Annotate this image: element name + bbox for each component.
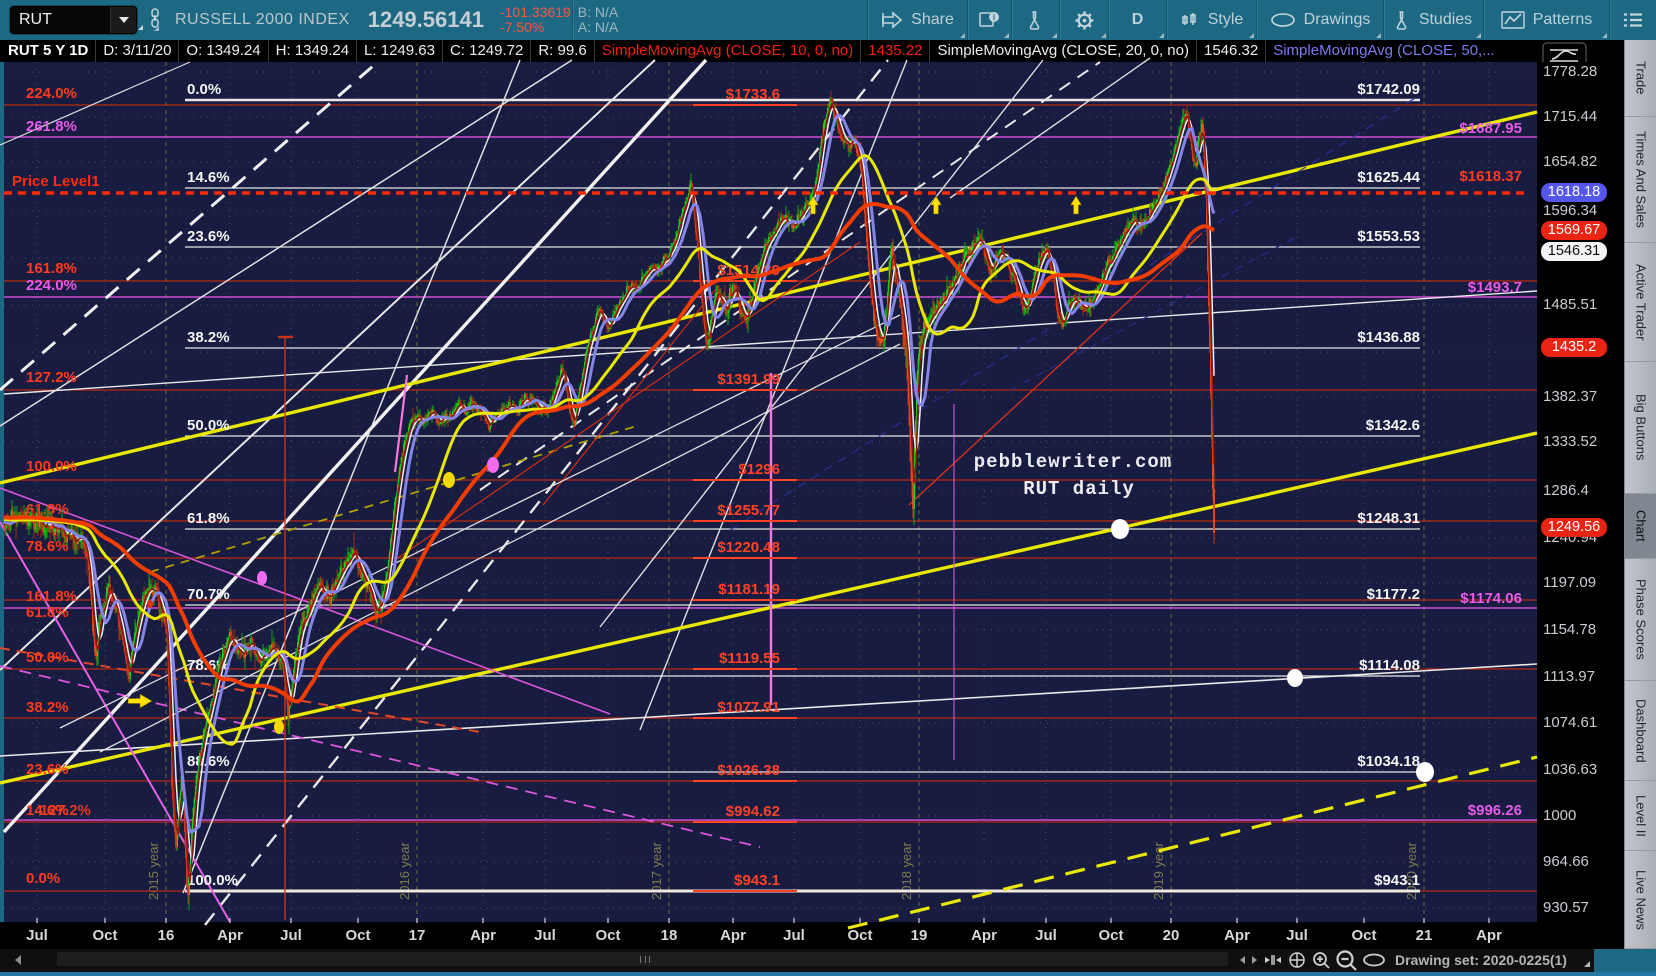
svg-text:100.0%: 100.0% xyxy=(26,458,77,475)
svg-text:2020 year: 2020 year xyxy=(1404,842,1419,900)
svg-text:$1177.2: $1177.2 xyxy=(1367,586,1420,603)
svg-text:50.0%: 50.0% xyxy=(26,649,69,666)
svg-text:2017 year: 2017 year xyxy=(649,842,664,900)
svg-text:$1618.37: $1618.37 xyxy=(1459,168,1522,185)
svg-text:$1742.09: $1742.09 xyxy=(1357,81,1420,98)
svg-text:161.8%: 161.8% xyxy=(26,588,77,605)
svg-text:100.0%: 100.0% xyxy=(187,872,238,889)
svg-text:0.0%: 0.0% xyxy=(187,81,221,98)
svg-text:$943.1: $943.1 xyxy=(1374,872,1420,889)
svg-text:$1220.48: $1220.48 xyxy=(717,539,780,556)
svg-text:Price Level1: Price Level1 xyxy=(12,173,100,190)
svg-text:38.2%: 38.2% xyxy=(187,329,230,346)
svg-text:61.8%: 61.8% xyxy=(187,510,230,527)
svg-text:$1733.6: $1733.6 xyxy=(726,86,780,103)
svg-text:2015 year: 2015 year xyxy=(146,842,161,900)
svg-text:$1034.18: $1034.18 xyxy=(1357,753,1420,770)
svg-text:$1342.6: $1342.6 xyxy=(1366,417,1420,434)
svg-text:$996.26: $996.26 xyxy=(1468,802,1522,819)
svg-text:$943.1: $943.1 xyxy=(734,872,780,889)
svg-text:$1077.91: $1077.91 xyxy=(717,699,780,716)
svg-text:$1026.38: $1026.38 xyxy=(717,762,780,779)
svg-text:2019 year: 2019 year xyxy=(1151,842,1166,900)
svg-text:161.8%: 161.8% xyxy=(26,260,77,277)
svg-text:$994.62: $994.62 xyxy=(726,803,780,820)
svg-text:0.0%: 0.0% xyxy=(26,870,60,887)
svg-text:127.2%: 127.2% xyxy=(40,802,91,819)
svg-text:$1174.06: $1174.06 xyxy=(1460,590,1522,607)
svg-text:pebblewriter.com: pebblewriter.com xyxy=(974,451,1172,473)
svg-text:$1391.99: $1391.99 xyxy=(717,371,780,388)
svg-text:23.6%: 23.6% xyxy=(26,761,69,778)
svg-text:2018 year: 2018 year xyxy=(899,842,914,900)
svg-text:224.0%: 224.0% xyxy=(26,85,77,102)
svg-text:$1436.88: $1436.88 xyxy=(1357,329,1420,346)
svg-text:127.2%: 127.2% xyxy=(26,369,77,386)
svg-text:$1687.95: $1687.95 xyxy=(1459,120,1522,137)
svg-text:$1625.44: $1625.44 xyxy=(1357,169,1420,186)
svg-text:$1114.08: $1114.08 xyxy=(1359,657,1420,674)
svg-text:14.6%: 14.6% xyxy=(187,169,230,186)
svg-text:$1119.55: $1119.55 xyxy=(719,650,780,667)
svg-text:38.2%: 38.2% xyxy=(26,699,69,716)
svg-text:224.0%: 224.0% xyxy=(26,277,77,294)
svg-text:14.6%: 14.6% xyxy=(26,802,69,819)
svg-text:261.8%: 261.8% xyxy=(26,118,77,135)
svg-text:70.7%: 70.7% xyxy=(187,586,230,603)
svg-text:$1553.53: $1553.53 xyxy=(1357,228,1420,245)
svg-text:78.6%: 78.6% xyxy=(26,538,69,555)
svg-text:50.0%: 50.0% xyxy=(187,417,230,434)
svg-text:$1248.31: $1248.31 xyxy=(1357,510,1420,527)
svg-text:$1493.7: $1493.7 xyxy=(1468,279,1522,296)
svg-text:2016 year: 2016 year xyxy=(397,842,412,900)
svg-text:RUT daily: RUT daily xyxy=(1023,478,1135,500)
svg-text:$1296: $1296 xyxy=(738,461,780,478)
svg-text:23.6%: 23.6% xyxy=(187,228,230,245)
svg-text:61.8%: 61.8% xyxy=(26,604,69,621)
svg-text:$1181.19: $1181.19 xyxy=(718,581,780,598)
svg-text:$1255.77: $1255.77 xyxy=(717,502,780,519)
